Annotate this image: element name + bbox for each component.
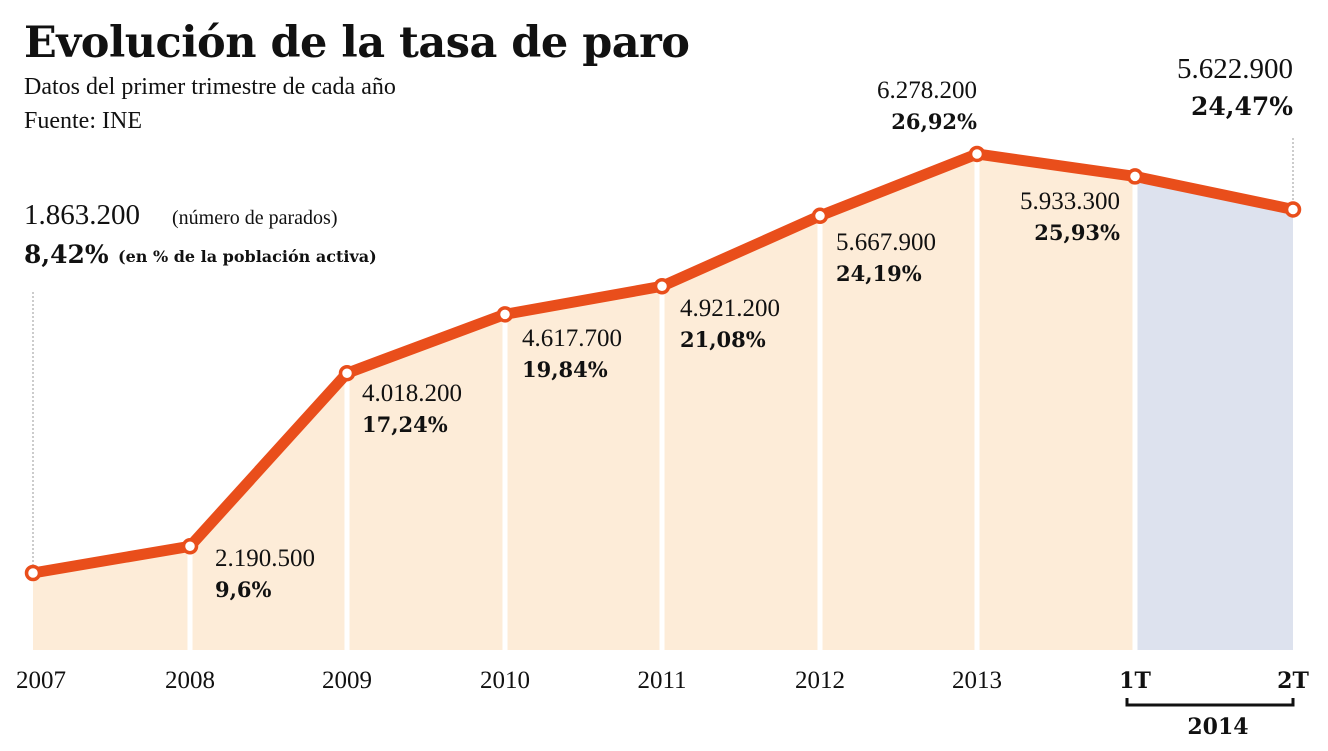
x-tick-label: 2013	[952, 667, 1002, 694]
count-label: 1.863.200	[24, 199, 140, 231]
data-point	[811, 207, 829, 225]
area-segment	[347, 314, 505, 650]
count-label: 4.921.200	[680, 295, 780, 322]
chart-title: Evolución de la tasa de paro	[24, 18, 690, 68]
count-label: 5.933.300	[1020, 188, 1120, 215]
area-segment	[33, 546, 190, 650]
group-bracket	[1125, 698, 1295, 707]
count-label: 4.018.200	[362, 380, 462, 407]
count-label: 5.622.900	[1177, 53, 1293, 85]
rate-label: 21,08%	[680, 327, 766, 352]
group-label: 2014	[1187, 714, 1248, 740]
x-tick-label: 2011	[637, 667, 686, 694]
count-label: 2.190.500	[215, 545, 315, 572]
rate-label: 25,93%	[1034, 220, 1120, 245]
x-tick-label: 2012	[795, 667, 845, 694]
rate-label: 24,19%	[836, 261, 922, 286]
x-tick-label: 2007	[16, 667, 66, 694]
area-segment	[662, 215, 820, 650]
rate-label: 8,42%	[24, 240, 109, 269]
rate-note: (en % de la población activa)	[118, 247, 377, 266]
count-label: 6.278.200	[877, 77, 977, 104]
data-point	[338, 364, 356, 382]
area-segment	[505, 286, 662, 650]
area-segment	[820, 153, 977, 650]
rate-label: 9,6%	[215, 577, 272, 602]
data-point	[1284, 201, 1302, 218]
x-tick-label: 2T	[1277, 668, 1309, 694]
data-point	[1126, 168, 1144, 185]
count-label: 4.617.700	[522, 325, 622, 352]
data-point	[653, 278, 671, 295]
chart-subtitle: Datos del primer trimestre de cada año	[24, 74, 396, 100]
data-point	[181, 538, 199, 555]
area-segment	[1135, 176, 1293, 650]
x-tick-label: 2009	[322, 667, 372, 694]
data-point	[24, 564, 42, 582]
rate-label: 19,84%	[522, 357, 608, 382]
area-segment	[977, 153, 1135, 650]
data-point	[496, 306, 514, 323]
count-note: (número de parados)	[172, 207, 338, 229]
data-point	[968, 145, 986, 163]
rate-label: 26,92%	[891, 109, 977, 134]
area-segment	[190, 373, 347, 650]
rate-label: 24,47%	[1191, 92, 1293, 121]
x-tick-label: 2008	[165, 667, 215, 694]
chart-source: Fuente: INE	[24, 108, 142, 134]
x-tick-label: 2010	[480, 667, 530, 694]
x-tick-label: 1T	[1119, 668, 1151, 694]
rate-label: 17,24%	[362, 412, 448, 437]
count-label: 5.667.900	[836, 229, 936, 256]
